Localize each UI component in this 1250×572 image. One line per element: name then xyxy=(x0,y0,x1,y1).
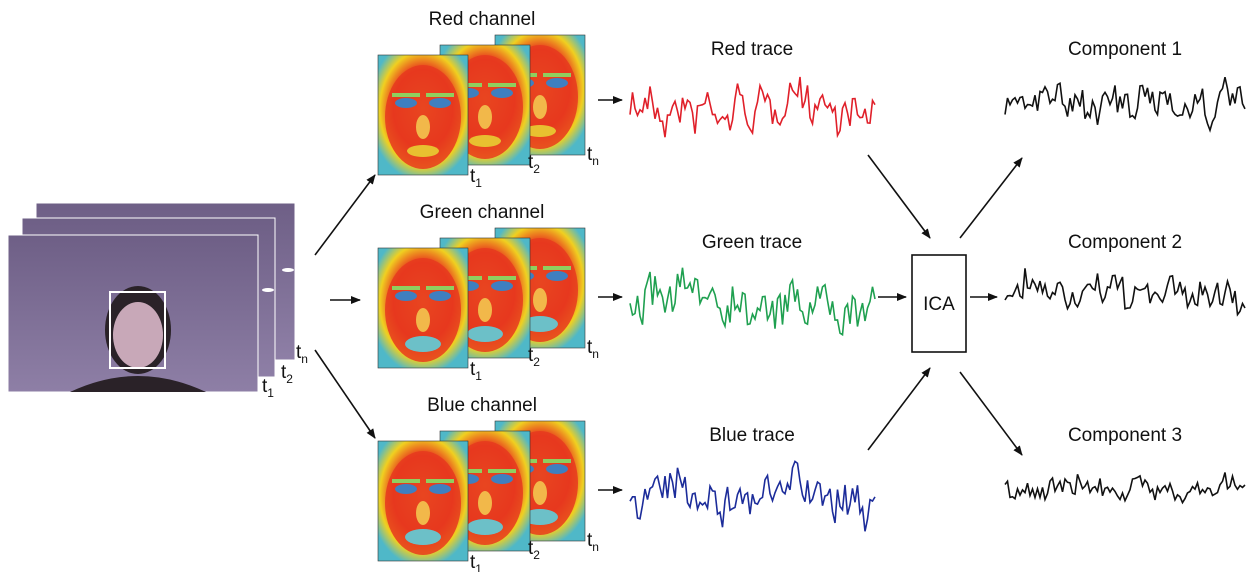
channel-title: Red channel xyxy=(429,9,536,30)
component-trace xyxy=(1005,77,1245,130)
component-trace xyxy=(1005,473,1245,503)
frame-label: tn xyxy=(587,337,599,361)
component-title: Component 1 xyxy=(1068,39,1182,60)
frame-label: t2 xyxy=(281,362,293,386)
frame-label: t2 xyxy=(528,152,540,176)
trace xyxy=(630,77,875,137)
frame-label: tn xyxy=(587,144,599,168)
frame-label: t1 xyxy=(470,166,482,190)
frame-label-sub: 2 xyxy=(533,355,540,369)
frame-label-sub: 1 xyxy=(267,386,274,400)
trace-title: Blue trace xyxy=(709,425,795,446)
frame-label-sub: n xyxy=(592,154,599,168)
frame-label-sub: 2 xyxy=(286,372,293,386)
component-title: Component 2 xyxy=(1068,232,1182,253)
frame-label-sub: 1 xyxy=(475,176,482,190)
channel-title: Green channel xyxy=(420,202,545,223)
channel-group: Red channel t1 t2 tn Red trace xyxy=(378,9,875,190)
face-map xyxy=(378,248,468,368)
frame-label: tn xyxy=(587,530,599,554)
frame-label-sub: n xyxy=(592,347,599,361)
channel-group: Blue channel t1 t2 tn Blue trace xyxy=(378,395,875,572)
trace xyxy=(630,268,875,335)
diagram: t1t2tn Red channelt1t2tnRed traceGreen c… xyxy=(0,0,1250,572)
ica-label: ICA xyxy=(923,294,955,315)
frame-label: tn xyxy=(296,342,308,366)
frame-label: t1 xyxy=(470,359,482,383)
frame-label-sub: n xyxy=(301,352,308,366)
frame-label: t1 xyxy=(470,552,482,572)
frame-label-sub: n xyxy=(592,540,599,554)
component-trace xyxy=(1005,268,1245,314)
component-title: Component 3 xyxy=(1068,425,1182,446)
trace-title: Red trace xyxy=(711,39,793,60)
channel-group: Green channel t1 t2 tn Green trace xyxy=(378,202,875,383)
frame-label: t2 xyxy=(528,538,540,562)
channel-title: Blue channel xyxy=(427,395,537,416)
frame-label-sub: 2 xyxy=(533,162,540,176)
frame-label-sub: 1 xyxy=(475,369,482,383)
face-map xyxy=(378,441,468,561)
frame-label-sub: 1 xyxy=(475,562,482,572)
face-map xyxy=(378,55,468,175)
frame-label-sub: 2 xyxy=(533,548,540,562)
trace xyxy=(630,461,875,531)
frame-label: t1 xyxy=(262,376,274,400)
trace-title: Green trace xyxy=(702,232,802,253)
frame-label: t2 xyxy=(528,345,540,369)
